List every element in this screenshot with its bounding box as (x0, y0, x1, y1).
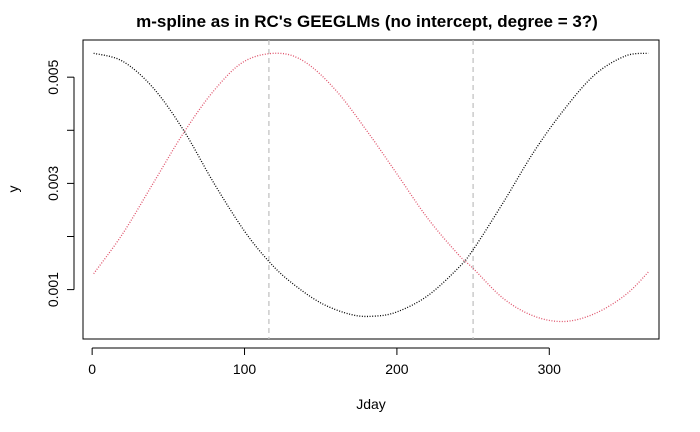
x-tick-label: 0 (88, 361, 96, 377)
series-line-0 (93, 52, 649, 318)
y-axis: 0.001 0.003 0.005 (45, 59, 75, 307)
x-axis: 0 100 200 300 (88, 347, 562, 377)
x-tick-label: 200 (385, 361, 409, 377)
reference-lines (268, 40, 474, 339)
series-line-1 (93, 52, 649, 323)
chart-title: m-spline as in RC's GEEGLMs (no intercep… (136, 12, 598, 31)
y-tick-label: 0.001 (45, 272, 61, 307)
y-tick-label: 0.005 (45, 59, 61, 94)
x-tick-label: 300 (538, 361, 562, 377)
y-axis-label: y (5, 186, 21, 193)
series-layer (93, 52, 649, 323)
x-tick-label: 100 (233, 361, 257, 377)
plot-frame (82, 39, 660, 340)
y-tick-label: 0.003 (45, 166, 61, 201)
x-axis-label: Jday (356, 396, 386, 412)
